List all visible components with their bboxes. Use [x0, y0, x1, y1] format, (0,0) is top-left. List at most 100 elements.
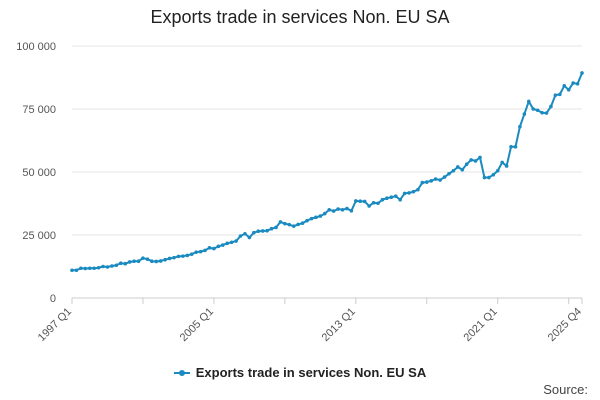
- data-point: [544, 111, 549, 115]
- data-point: [469, 158, 473, 162]
- chart-title: Exports trade in services Non. EU SA: [150, 7, 450, 27]
- data-point: [558, 92, 562, 97]
- data-point: [269, 226, 274, 231]
- data-point: [296, 222, 300, 227]
- data-point: [482, 175, 487, 180]
- data-point: [487, 175, 491, 180]
- data-point: [398, 197, 402, 202]
- data-point: [123, 261, 128, 266]
- data-point: [495, 168, 500, 173]
- y-tick-label: 0: [50, 293, 56, 305]
- data-point: [118, 261, 123, 266]
- data-point: [274, 225, 278, 230]
- data-point: [87, 266, 92, 271]
- data-point: [70, 268, 74, 273]
- data-point: [101, 264, 105, 269]
- data-point: [141, 256, 145, 260]
- data-point: [283, 221, 287, 226]
- data-point: [105, 265, 110, 269]
- x-tick-label: 2005 Q1: [178, 306, 216, 344]
- data-point: [340, 208, 345, 212]
- y-tick-label: 25 000: [22, 230, 56, 242]
- data-point: [287, 222, 292, 227]
- data-point: [331, 209, 336, 213]
- data-point: [442, 175, 447, 179]
- data-point: [110, 264, 114, 268]
- data-point: [513, 145, 518, 149]
- data-point: [83, 266, 88, 271]
- data-point: [265, 228, 269, 233]
- y-tick-label: 75 000: [22, 104, 56, 116]
- data-point: [300, 221, 305, 225]
- data-point: [220, 243, 225, 247]
- data-point: [176, 254, 181, 259]
- data-point: [291, 224, 296, 228]
- data-point: [238, 234, 243, 238]
- data-point: [380, 197, 385, 202]
- data-point: [322, 211, 327, 216]
- legend-label: Exports trade in services Non. EU SA: [195, 365, 427, 380]
- data-point: [473, 159, 478, 163]
- data-point: [154, 259, 159, 264]
- data-point: [358, 199, 363, 204]
- y-tick-label: 100 000: [16, 41, 56, 53]
- data-point: [79, 266, 83, 271]
- data-point: [194, 250, 198, 254]
- data-point: [212, 246, 216, 251]
- data-point: [393, 194, 398, 198]
- legend[interactable]: Exports trade in services Non. EU SA: [0, 365, 600, 380]
- data-point: [354, 199, 358, 203]
- data-point: [114, 263, 119, 268]
- data-point: [478, 155, 482, 160]
- data-point: [256, 229, 261, 234]
- data-point: [451, 168, 456, 173]
- data-point: [500, 160, 504, 165]
- data-point: [189, 252, 194, 256]
- data-point: [172, 255, 176, 260]
- data-point: [535, 108, 540, 113]
- data-point: [509, 145, 513, 149]
- data-point: [464, 162, 469, 166]
- data-point: [371, 200, 376, 205]
- data-point: [553, 93, 558, 97]
- data-point: [92, 266, 96, 271]
- data-point: [362, 199, 367, 204]
- data-point: [229, 240, 234, 245]
- data-point: [278, 220, 283, 224]
- data-point: [167, 256, 172, 261]
- data-point: [260, 229, 265, 233]
- data-point: [571, 81, 575, 85]
- data-point: [198, 249, 203, 254]
- data-point: [136, 259, 141, 264]
- data-point: [518, 124, 522, 129]
- data-point: [309, 216, 314, 221]
- data-point: [203, 248, 207, 253]
- source-label: Source:: [543, 382, 588, 397]
- data-point: [336, 207, 340, 211]
- data-point: [424, 180, 429, 184]
- data-point: [504, 164, 509, 168]
- data-point: [416, 187, 420, 192]
- data-point: [327, 208, 332, 212]
- data-point: [247, 235, 252, 240]
- data-point: [145, 257, 150, 261]
- data-point: [389, 195, 394, 199]
- data-point: [74, 268, 79, 273]
- data-point: [150, 259, 154, 264]
- data-point: [305, 218, 309, 223]
- data-point: [243, 231, 247, 236]
- data-point: [566, 88, 571, 92]
- data-point: [225, 241, 230, 246]
- data-point: [447, 171, 451, 176]
- x-tick-label: 2025 Q4: [546, 306, 584, 344]
- data-point: [411, 189, 416, 194]
- data-point: [376, 201, 380, 206]
- data-point: [402, 191, 407, 196]
- data-point: [438, 178, 442, 182]
- data-point: [314, 215, 318, 220]
- data-point: [460, 167, 465, 172]
- data-point: [429, 179, 434, 183]
- data-point: [252, 230, 256, 235]
- data-point: [127, 260, 132, 264]
